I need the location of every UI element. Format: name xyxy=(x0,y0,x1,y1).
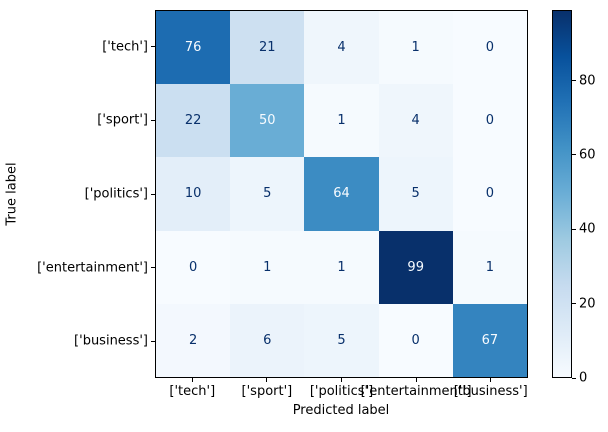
colorbar-tick-label: 60 xyxy=(579,147,596,163)
matrix-cell: 50 xyxy=(230,84,305,158)
y-tick-label: ['entertainment'] xyxy=(37,260,148,276)
matrix-cell: 0 xyxy=(378,303,453,377)
matrix-cell: 1 xyxy=(230,230,305,304)
matrix-cell: 1 xyxy=(304,230,379,304)
matrix-cell: 2 xyxy=(156,303,231,377)
x-tickmark xyxy=(341,378,342,382)
matrix-cell: 10 xyxy=(156,157,231,231)
matrix-cell: 76 xyxy=(156,11,231,85)
colorbar-tick-label: 80 xyxy=(579,73,596,89)
colorbar-tickmark xyxy=(572,377,576,379)
x-tickmark xyxy=(266,378,268,382)
matrix-cell: 0 xyxy=(452,11,527,85)
x-tickmark xyxy=(415,378,417,382)
colorbar-tick-label: 20 xyxy=(579,296,596,312)
x-tick-label: ['politics'] xyxy=(309,384,374,399)
x-tick-label: ['tech'] xyxy=(169,384,216,399)
matrix-cell: 1 xyxy=(378,11,453,85)
y-axis-title: True label xyxy=(4,162,20,226)
matrix-cell: 5 xyxy=(378,157,453,231)
matrix-cell: 0 xyxy=(452,84,527,158)
y-tick-label: ['sport'] xyxy=(97,112,148,128)
colorbar xyxy=(552,10,572,378)
matrix-cell: 4 xyxy=(304,11,379,85)
x-tickmark xyxy=(191,378,193,382)
y-tickmark xyxy=(151,46,155,48)
y-tickmark xyxy=(151,267,155,269)
x-tick-label: ['business'] xyxy=(453,384,528,399)
matrix-cell: 22 xyxy=(156,84,231,158)
colorbar-tick-label: 40 xyxy=(579,221,596,237)
colorbar-tickmark xyxy=(572,303,576,305)
x-tick-label: ['sport'] xyxy=(241,384,293,399)
y-tick-label: ['politics'] xyxy=(84,186,148,202)
y-tickmark xyxy=(151,340,155,342)
matrix-cell: 64 xyxy=(304,157,379,231)
matrix-cell: 0 xyxy=(452,157,527,231)
colorbar-tickmark xyxy=(572,80,576,82)
x-tick-label: ['entertainment'] xyxy=(360,384,472,399)
matrix-cell: 4 xyxy=(378,84,453,158)
matrix-cell: 5 xyxy=(304,303,379,377)
y-tickmark xyxy=(151,119,155,121)
heatmap-plot-area: 76 21 4 1 0 22 50 1 4 0 10 5 64 5 0 0 1 1 99 1 2 6 5 0 67 xyxy=(155,10,528,378)
matrix-cell: 99 xyxy=(378,230,453,304)
colorbar-tick-label: 0 xyxy=(579,370,588,386)
colorbar-tickmark xyxy=(572,154,576,156)
matrix-cell: 5 xyxy=(230,157,305,231)
matrix-cell: 1 xyxy=(452,230,527,304)
matrix-cell: 21 xyxy=(230,11,305,85)
y-tickmark xyxy=(151,193,155,195)
matrix-cell: 0 xyxy=(156,230,231,304)
x-axis-title: Predicted label xyxy=(292,403,390,418)
matrix-cell: 6 xyxy=(230,303,305,377)
y-tick-label: ['tech'] xyxy=(102,39,148,55)
x-tickmark xyxy=(490,378,492,382)
matrix-cell: 67 xyxy=(452,303,527,377)
colorbar-tickmark xyxy=(572,228,576,230)
matrix-cell: 1 xyxy=(304,84,379,158)
y-tick-label: ['business'] xyxy=(74,333,148,349)
